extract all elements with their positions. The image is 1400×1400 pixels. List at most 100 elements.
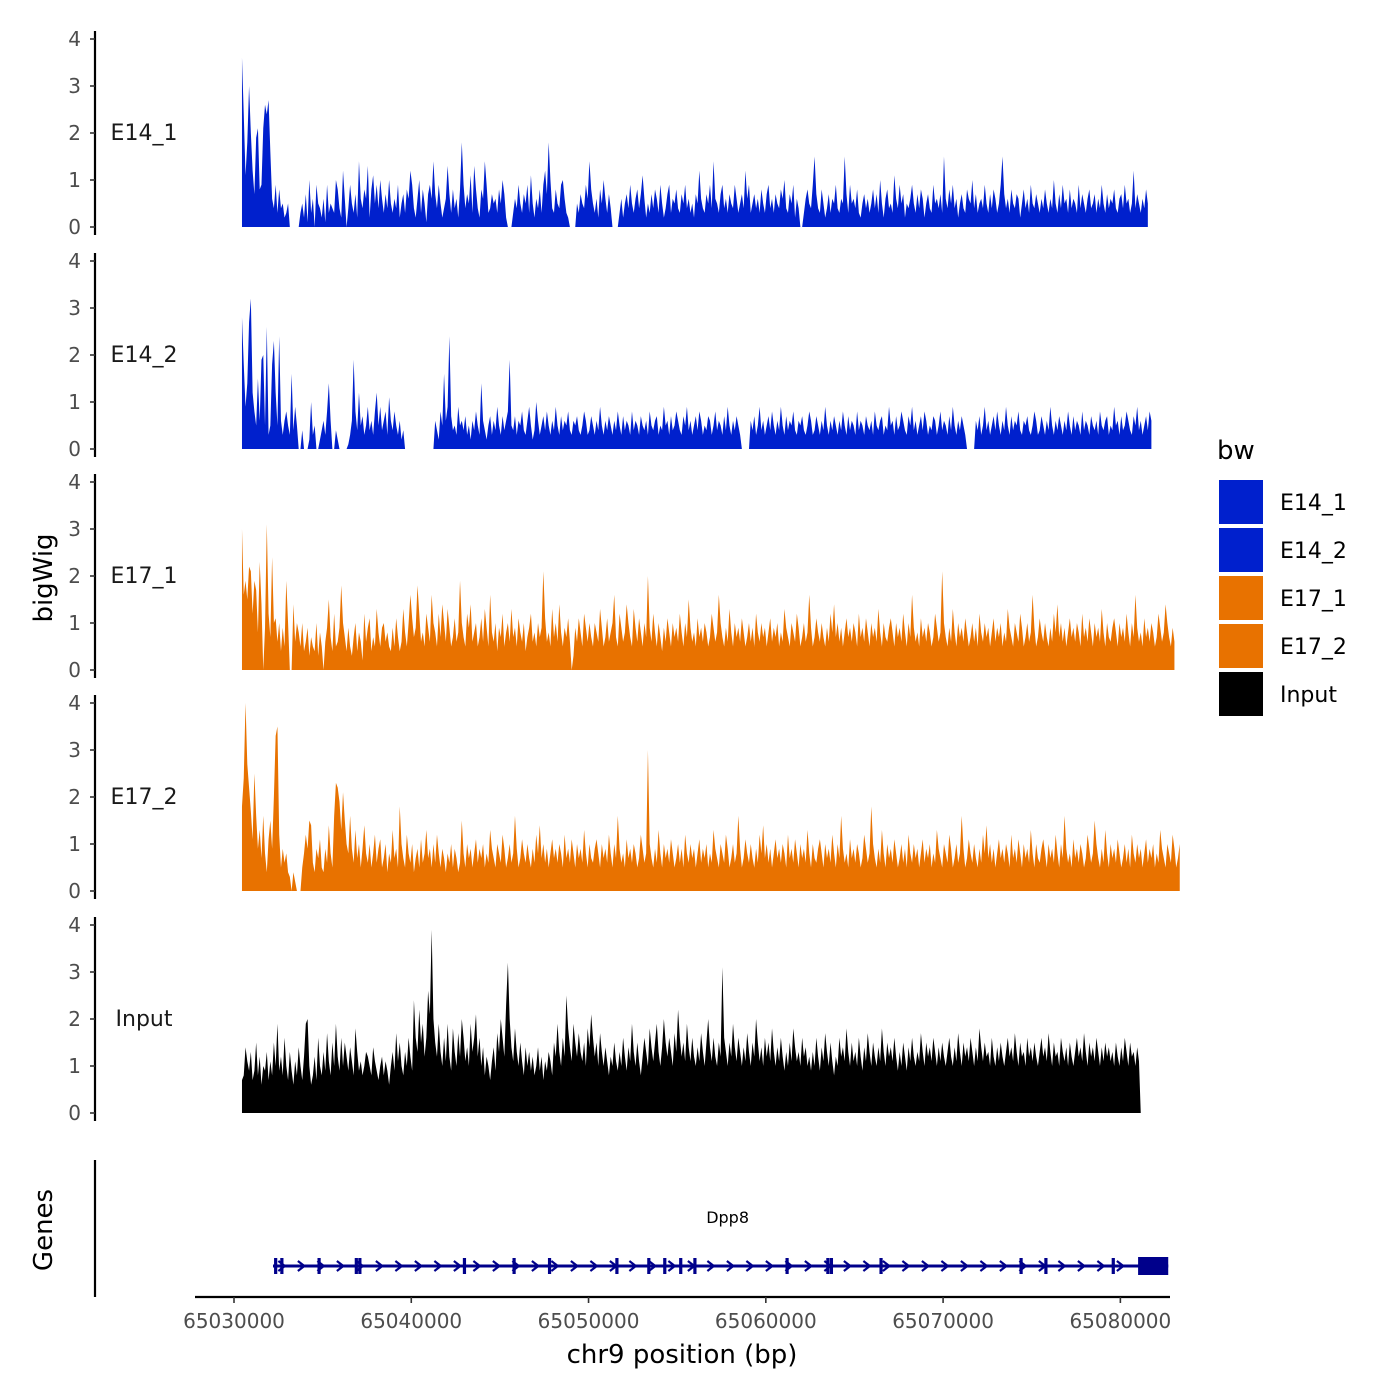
legend: bw E14_1 E14_2 E17_1 E17_2 Input (1217, 436, 1347, 716)
y-tick-label: 1 (68, 1054, 81, 1078)
exon (829, 1258, 834, 1274)
strand-arrow (453, 1260, 463, 1272)
gene-dpp8: Dpp8 (273, 1208, 1169, 1275)
y-tick-label: 1 (68, 832, 81, 856)
legend-label: E14_2 (1280, 539, 1347, 564)
exon (512, 1258, 516, 1274)
legend-swatch (1219, 528, 1263, 572)
exon (879, 1258, 883, 1274)
exon (1044, 1258, 1048, 1274)
strand-arrow (960, 1260, 970, 1272)
strand-arrow (706, 1260, 716, 1272)
strand-arrow (550, 1260, 560, 1272)
exon (1111, 1258, 1115, 1274)
gene-track: Dpp8 (93, 1160, 1169, 1297)
legend-entry-input: Input (1219, 672, 1337, 716)
gene-track-label: Genes (29, 1189, 59, 1271)
exon-final (1138, 1257, 1169, 1275)
strand-arrow (1096, 1260, 1106, 1272)
y-tick-label: 3 (68, 738, 81, 762)
track-label: E14_1 (111, 121, 178, 146)
y-tick-label: 0 (68, 215, 81, 239)
legend-label: E14_1 (1280, 491, 1347, 516)
signal-tracks: 0 1 2 3 4 E14_1 0 1 2 3 4 E14_2 0 1 2 3 4 E17_1 0 1 2 3 4 E17_2… (68, 27, 1180, 1125)
y-tick-label: 1 (68, 390, 81, 414)
y-tick-label: 2 (68, 121, 81, 145)
strand-arrow (589, 1260, 599, 1272)
track-e14-2: 0 1 2 3 4 E14_2 (68, 249, 1152, 461)
track-label: E17_2 (111, 785, 178, 810)
strand-arrow (921, 1260, 931, 1272)
strand-arrow (940, 1260, 950, 1272)
signal-area-e14-2 (241, 298, 1152, 449)
strand-arrow (882, 1260, 892, 1272)
strand-arrow (414, 1260, 424, 1272)
exon (274, 1258, 278, 1274)
legend-label: E17_1 (1280, 587, 1347, 612)
signal-area-e14-1 (241, 57, 1148, 227)
strand-arrow (570, 1260, 580, 1272)
y-tick-label: 2 (68, 1007, 81, 1031)
strand-arrow (804, 1260, 814, 1272)
x-tick-label: 65030000 (183, 1309, 285, 1333)
x-axis-title: chr9 position (bp) (567, 1340, 798, 1370)
legend-title: bw (1217, 436, 1255, 466)
strand-arrow (433, 1260, 443, 1272)
track-label: Input (116, 1007, 173, 1032)
exon (693, 1258, 697, 1274)
legend-swatch (1219, 576, 1263, 620)
y-tick-label: 1 (68, 611, 81, 635)
exon (785, 1258, 789, 1274)
exon (547, 1258, 552, 1274)
exon (615, 1258, 619, 1274)
legend-entry-e17-2: E17_2 (1219, 624, 1347, 668)
y-tick-label: 4 (68, 470, 81, 494)
exon (354, 1258, 358, 1274)
track-label: E17_1 (111, 564, 178, 589)
y-axis-title: bigWig (29, 533, 59, 622)
exon (679, 1258, 683, 1274)
strand-arrow (648, 1260, 658, 1272)
x-tick-label: 65070000 (892, 1309, 994, 1333)
exon (663, 1258, 667, 1274)
legend-label: Input (1280, 683, 1337, 708)
legend-entry-e17-1: E17_1 (1219, 576, 1347, 620)
track-e14-1: 0 1 2 3 4 E14_1 (68, 27, 1148, 239)
exon (280, 1258, 284, 1274)
y-tick-label: 4 (68, 913, 81, 937)
y-tick-label: 2 (68, 564, 81, 588)
strand-arrow (1077, 1260, 1087, 1272)
x-tick-label: 65080000 (1069, 1309, 1171, 1333)
y-tick-label: 4 (68, 27, 81, 51)
signal-area-e17-1 (241, 524, 1175, 670)
strand-arrow (901, 1260, 911, 1272)
strand-arrow (336, 1260, 346, 1272)
exon (826, 1258, 830, 1274)
track-e17-2: 0 1 2 3 4 E17_2 (68, 691, 1180, 903)
exon (358, 1258, 362, 1274)
strand-arrow (531, 1260, 541, 1272)
y-tick-label: 2 (68, 343, 81, 367)
x-axis: 65030000 65040000 65050000 65060000 65070000… (183, 1295, 1171, 1333)
track-input: 0 1 2 3 4 Input (68, 913, 1141, 1125)
signal-area-e17-2 (241, 703, 1180, 891)
x-tick-label: 65060000 (715, 1309, 817, 1333)
exon (1019, 1258, 1023, 1274)
strand-arrow (297, 1260, 307, 1272)
gene-name-label: Dpp8 (706, 1208, 749, 1227)
legend-swatch (1219, 624, 1263, 668)
strand-arrow (765, 1260, 775, 1272)
strand-arrow (1057, 1260, 1067, 1272)
exon (317, 1258, 321, 1274)
y-tick-label: 3 (68, 74, 81, 98)
legend-entry-e14-1: E14_1 (1219, 480, 1347, 524)
y-tick-label: 0 (68, 437, 81, 461)
exon (647, 1258, 651, 1274)
track-label: E14_2 (111, 343, 178, 368)
y-tick-label: 3 (68, 296, 81, 320)
strand-arrow (492, 1260, 502, 1272)
legend-swatch (1219, 480, 1263, 524)
strand-arrow (999, 1260, 1009, 1272)
y-tick-label: 2 (68, 785, 81, 809)
